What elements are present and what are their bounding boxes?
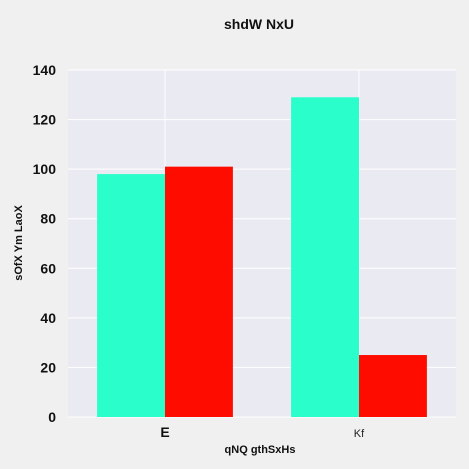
bar-E-series-1	[97, 174, 165, 417]
bar-Kf-series-1	[291, 97, 359, 417]
y-axis-label: sOfX Ym LaoX	[13, 205, 25, 281]
y-tick-label: 20	[40, 359, 56, 375]
y-tick-label: 0	[48, 409, 56, 425]
y-tick-label: 120	[33, 112, 57, 128]
y-axis-ticks: 0 20 40 60 80 100 120 140	[33, 62, 57, 425]
x-tick-label: E	[160, 424, 169, 440]
bars	[97, 97, 427, 417]
chart-title: shdW NxU	[224, 16, 294, 32]
x-tick-label: Kf	[354, 428, 365, 440]
x-axis-ticks: E Kf	[160, 424, 365, 440]
y-tick-label: 140	[33, 62, 57, 78]
x-axis-label: qNQ gthSxHs	[225, 444, 296, 456]
y-tick-label: 80	[40, 211, 56, 227]
y-tick-label: 60	[40, 260, 56, 276]
bar-E-series-2	[165, 166, 233, 417]
bar-Kf-series-2	[359, 355, 427, 417]
y-tick-label: 100	[33, 161, 57, 177]
y-tick-label: 40	[40, 310, 56, 326]
